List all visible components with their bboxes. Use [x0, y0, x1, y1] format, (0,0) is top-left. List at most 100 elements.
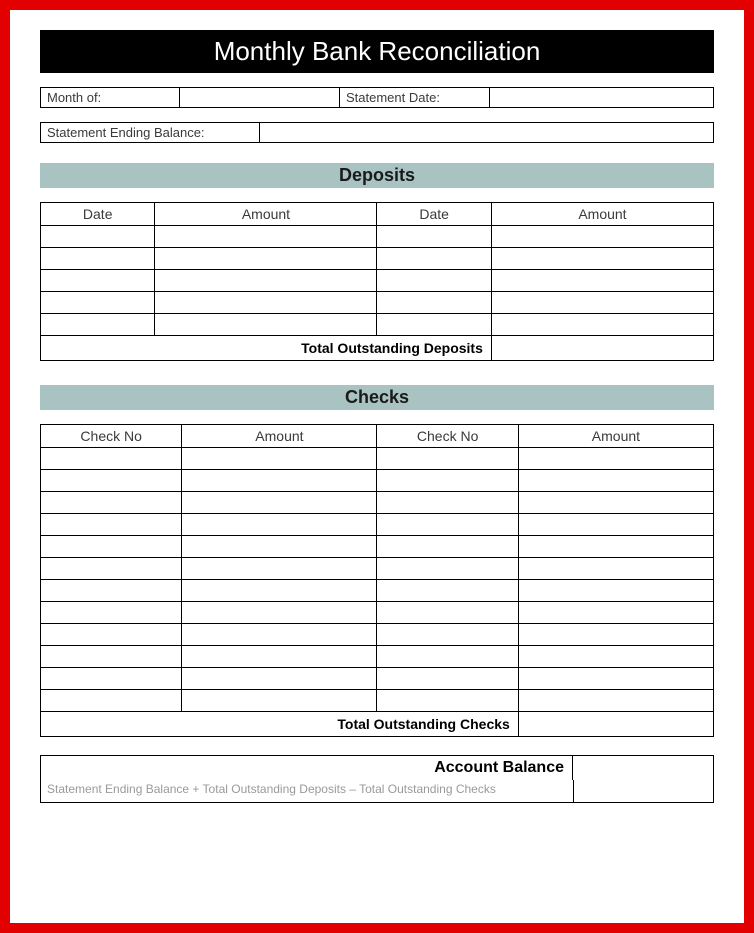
checks-cell[interactable] [518, 536, 713, 558]
checks-cell[interactable] [518, 668, 713, 690]
table-row [41, 492, 714, 514]
deposits-cell[interactable] [491, 314, 713, 336]
checks-cell[interactable] [182, 558, 377, 580]
account-balance-empty [573, 780, 713, 802]
checks-cell[interactable] [377, 558, 518, 580]
checks-cell[interactable] [377, 536, 518, 558]
deposits-cell[interactable] [155, 314, 377, 336]
checks-cell[interactable] [182, 668, 377, 690]
checks-cell[interactable] [182, 624, 377, 646]
checks-total-value[interactable] [518, 712, 713, 737]
checks-cell[interactable] [377, 448, 518, 470]
deposits-col-amount: Amount [155, 203, 377, 226]
checks-cell[interactable] [377, 690, 518, 712]
checks-section-header: Checks [40, 385, 714, 410]
checks-cell[interactable] [182, 448, 377, 470]
checks-cell[interactable] [182, 514, 377, 536]
checks-col-checkno: Check No [41, 425, 182, 448]
checks-cell[interactable] [41, 602, 182, 624]
checks-cell[interactable] [377, 514, 518, 536]
deposits-col-date: Date [41, 203, 155, 226]
checks-cell[interactable] [377, 602, 518, 624]
checks-cell[interactable] [377, 492, 518, 514]
checks-cell[interactable] [518, 602, 713, 624]
checks-cell[interactable] [518, 624, 713, 646]
checks-cell[interactable] [41, 536, 182, 558]
checks-cell[interactable] [41, 646, 182, 668]
ending-balance-label: Statement Ending Balance: [40, 122, 260, 143]
table-row [41, 514, 714, 536]
checks-cell[interactable] [41, 558, 182, 580]
table-row [41, 448, 714, 470]
checks-cell[interactable] [41, 624, 182, 646]
checks-cell[interactable] [182, 602, 377, 624]
deposits-cell[interactable] [41, 314, 155, 336]
checks-cell[interactable] [182, 470, 377, 492]
deposits-cell[interactable] [41, 270, 155, 292]
account-balance-value[interactable] [573, 756, 713, 780]
deposits-total-label: Total Outstanding Deposits [41, 336, 492, 361]
page-frame: Monthly Bank Reconciliation Month of: St… [0, 0, 754, 933]
checks-cell[interactable] [518, 492, 713, 514]
checks-cell[interactable] [41, 668, 182, 690]
checks-cell[interactable] [377, 470, 518, 492]
deposits-cell[interactable] [155, 270, 377, 292]
deposits-cell[interactable] [41, 226, 155, 248]
table-row [41, 248, 714, 270]
table-row [41, 470, 714, 492]
checks-cell[interactable] [182, 580, 377, 602]
checks-cell[interactable] [377, 624, 518, 646]
checks-cell[interactable] [518, 690, 713, 712]
checks-cell[interactable] [518, 558, 713, 580]
checks-cell[interactable] [518, 448, 713, 470]
checks-cell[interactable] [41, 514, 182, 536]
checks-col-checkno2: Check No [377, 425, 518, 448]
deposits-cell[interactable] [491, 292, 713, 314]
checks-cell[interactable] [182, 492, 377, 514]
deposits-cell[interactable] [491, 270, 713, 292]
checks-cell[interactable] [41, 580, 182, 602]
account-balance-label: Account Balance [41, 756, 573, 780]
deposits-cell[interactable] [377, 292, 491, 314]
deposits-cell[interactable] [377, 248, 491, 270]
table-row [41, 314, 714, 336]
statement-date-label: Statement Date: [340, 87, 490, 108]
checks-cell[interactable] [518, 470, 713, 492]
checks-col-amount: Amount [182, 425, 377, 448]
checks-cell[interactable] [377, 580, 518, 602]
table-row [41, 226, 714, 248]
deposits-cell[interactable] [41, 292, 155, 314]
table-row [41, 580, 714, 602]
table-row [41, 646, 714, 668]
checks-cell[interactable] [182, 646, 377, 668]
deposits-cell[interactable] [155, 248, 377, 270]
month-value[interactable] [180, 87, 340, 108]
deposits-total-value[interactable] [491, 336, 713, 361]
deposits-cell[interactable] [377, 226, 491, 248]
month-label: Month of: [40, 87, 180, 108]
checks-cell[interactable] [182, 536, 377, 558]
checks-cell[interactable] [518, 514, 713, 536]
checks-cell[interactable] [377, 646, 518, 668]
checks-cell[interactable] [518, 646, 713, 668]
checks-cell[interactable] [41, 492, 182, 514]
deposits-cell[interactable] [155, 292, 377, 314]
checks-cell[interactable] [41, 690, 182, 712]
deposits-cell[interactable] [377, 314, 491, 336]
account-balance-box: Account Balance Statement Ending Balance… [40, 755, 714, 803]
checks-cell[interactable] [518, 580, 713, 602]
statement-date-value[interactable] [490, 87, 714, 108]
checks-cell[interactable] [182, 690, 377, 712]
deposits-cell[interactable] [377, 270, 491, 292]
deposits-cell[interactable] [155, 226, 377, 248]
deposits-cell[interactable] [491, 226, 713, 248]
checks-cell[interactable] [41, 470, 182, 492]
checks-cell[interactable] [377, 668, 518, 690]
table-row [41, 270, 714, 292]
ending-balance-value[interactable] [260, 122, 714, 143]
checks-cell[interactable] [41, 448, 182, 470]
deposits-col-amount2: Amount [491, 203, 713, 226]
deposits-cell[interactable] [491, 248, 713, 270]
table-row [41, 668, 714, 690]
deposits-cell[interactable] [41, 248, 155, 270]
